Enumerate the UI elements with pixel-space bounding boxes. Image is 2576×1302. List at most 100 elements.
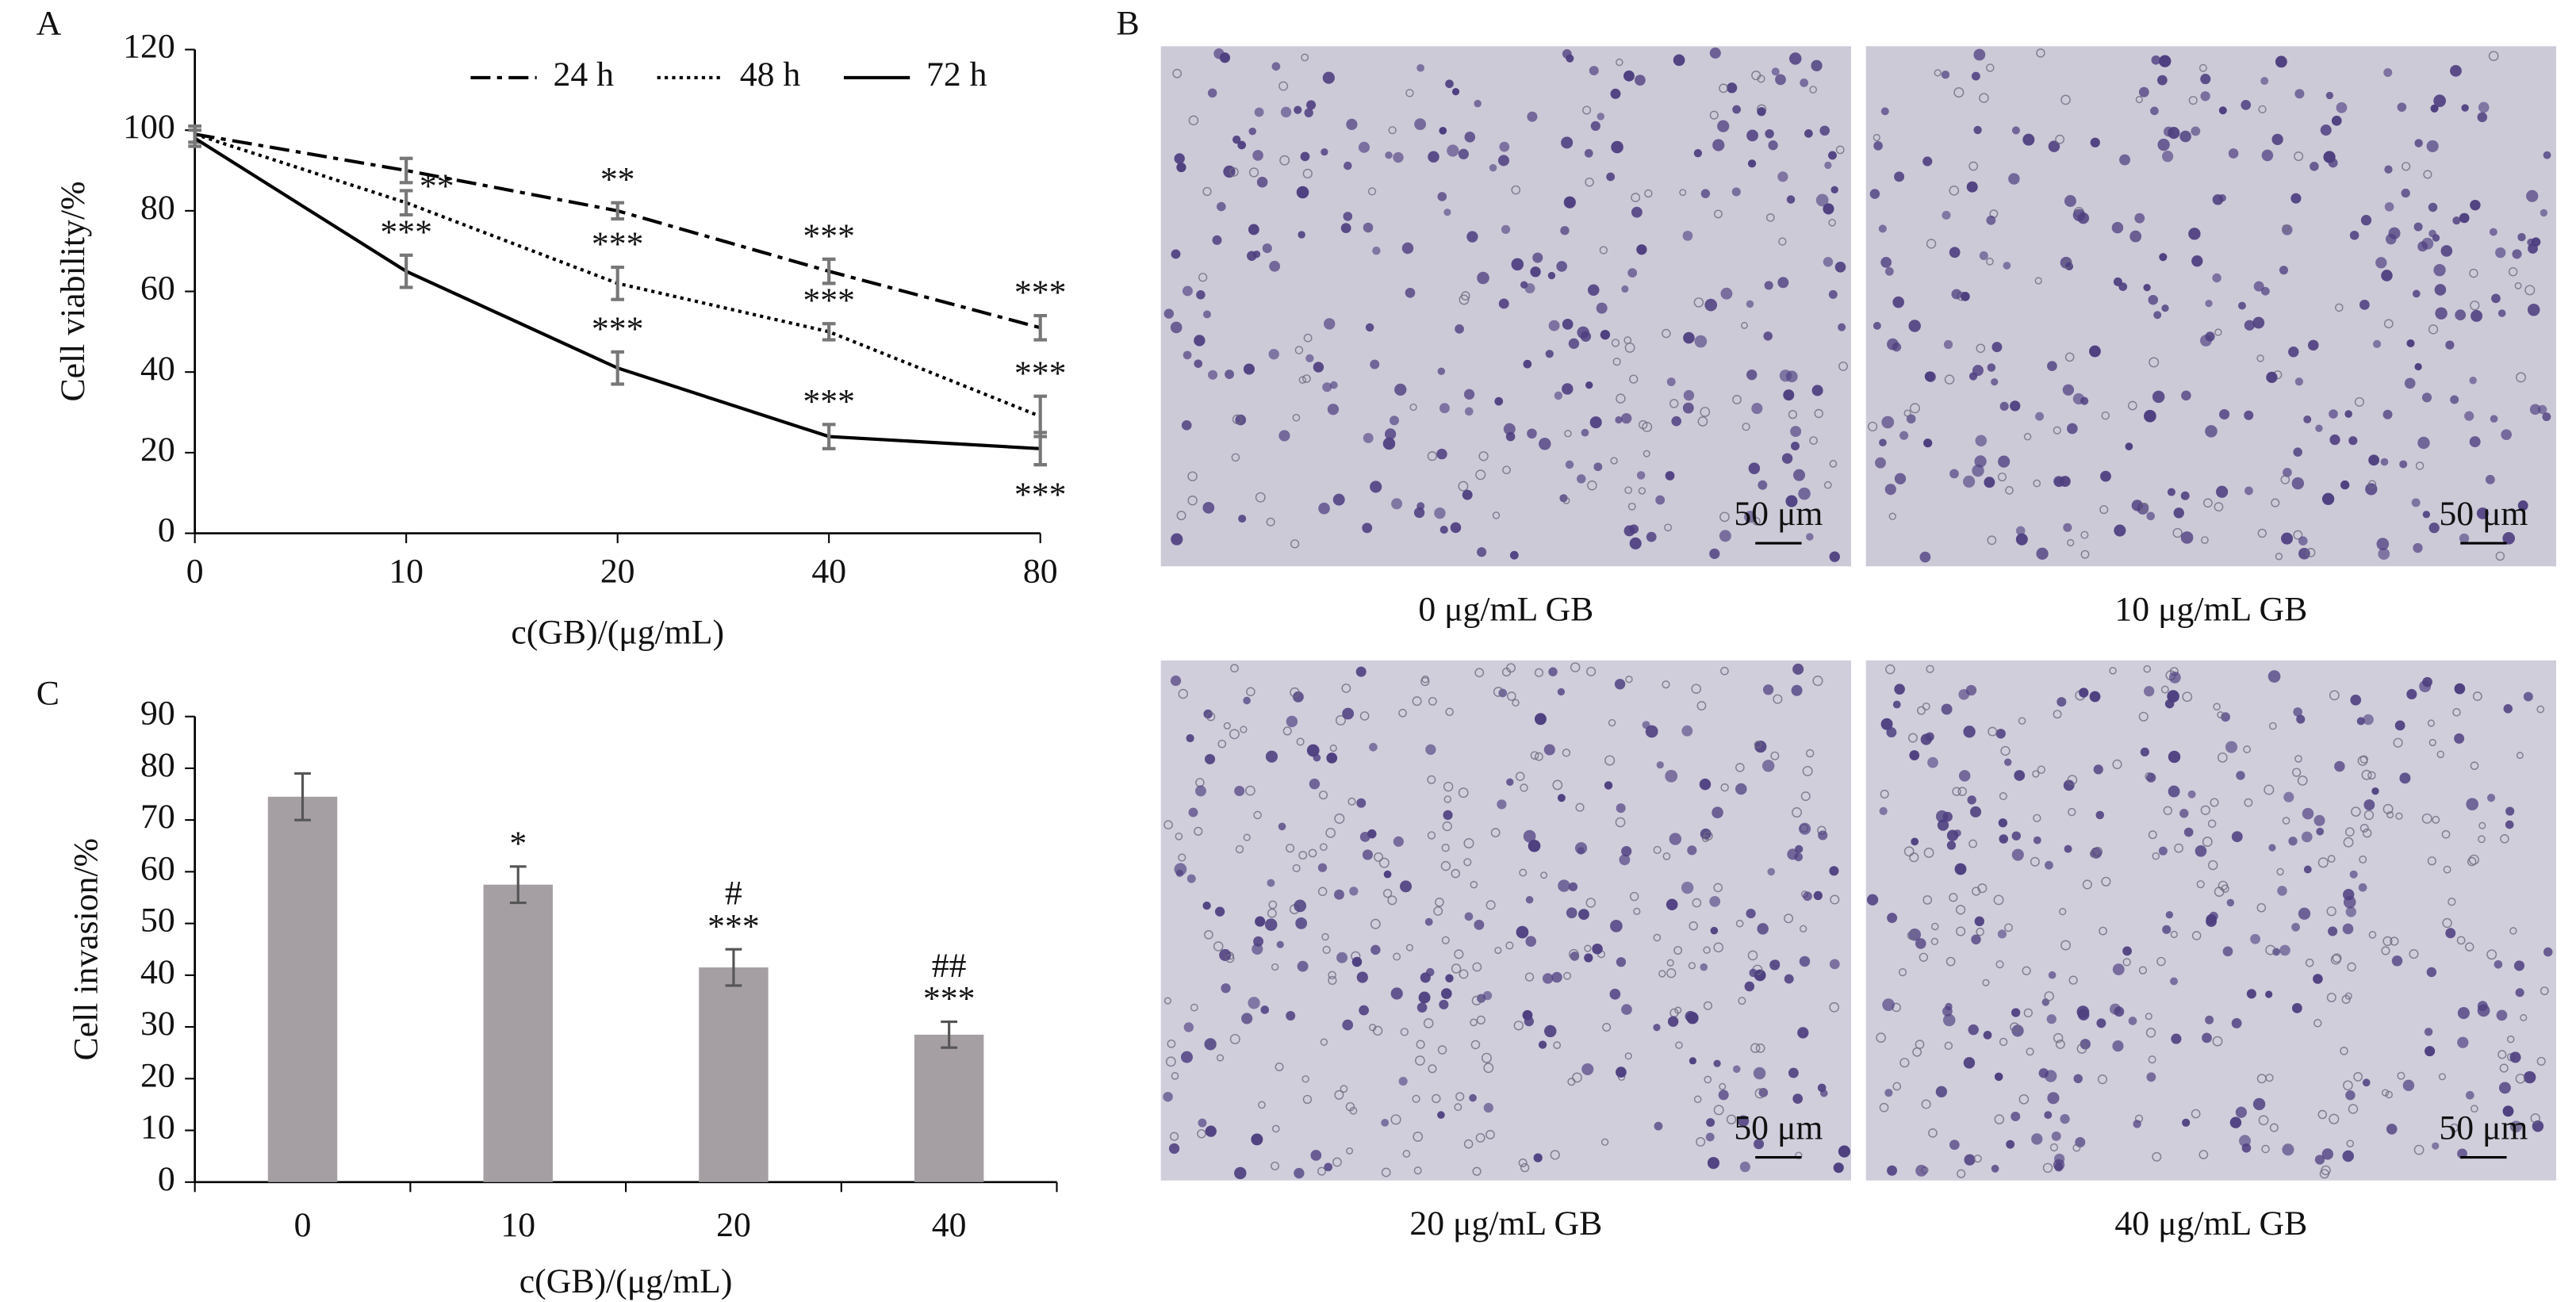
cell (1171, 533, 1183, 546)
cell (2261, 149, 2274, 162)
cell (1400, 1028, 1409, 1036)
cell (2018, 717, 2026, 725)
cell (2320, 124, 2332, 136)
cell (1308, 848, 1317, 858)
y-tick-label: 40 (140, 350, 175, 388)
cell (1229, 167, 1239, 177)
cell (2478, 821, 2486, 829)
significance: *** (803, 217, 855, 255)
cell (1325, 827, 1336, 838)
cell (1235, 414, 1247, 426)
cell (1755, 1044, 1765, 1053)
cell (2359, 823, 2369, 833)
cell (2305, 958, 2314, 967)
cell (1427, 451, 1437, 461)
cell (2314, 1155, 2325, 1165)
cell (2509, 1122, 2519, 1132)
cell (1703, 1001, 1712, 1010)
cell (1944, 1041, 1953, 1051)
cell (1181, 420, 1192, 431)
cell (1581, 428, 1589, 437)
cell (1746, 908, 1756, 919)
y-axis-label: Cell invasion/% (67, 838, 105, 1061)
cell (1340, 1085, 1348, 1093)
cell (2427, 856, 2436, 866)
cell (2367, 480, 2377, 488)
cell (2540, 986, 2549, 996)
cell (1247, 251, 1257, 261)
cell (1625, 676, 1633, 684)
cell (1243, 833, 1251, 841)
cell (1552, 779, 1563, 791)
cell (1873, 141, 1883, 151)
cell (1405, 287, 1416, 298)
cell (2516, 372, 2526, 383)
cell (2428, 202, 2438, 213)
cell (1915, 1164, 1928, 1177)
cell (1436, 448, 1447, 460)
cell (1954, 863, 1967, 875)
cell (1974, 916, 1985, 927)
cell (1775, 74, 1786, 86)
cell (1506, 778, 1514, 787)
cell (1593, 462, 1603, 472)
cell (2099, 505, 2109, 515)
cell (1322, 71, 1335, 84)
cell (1443, 209, 1451, 216)
cell (2137, 503, 2149, 515)
cell (1991, 1164, 1999, 1173)
cell (1483, 1063, 1494, 1074)
cell (1922, 895, 1933, 905)
cell (1540, 871, 1548, 879)
cell (1501, 224, 1511, 235)
cell (2296, 714, 2306, 724)
cell (2167, 488, 2175, 496)
cell (1318, 791, 1328, 800)
cell (2182, 1118, 2191, 1128)
cell (1737, 1115, 1750, 1127)
cell (1290, 539, 1300, 549)
cell (2383, 319, 2394, 329)
cell (1970, 806, 1982, 818)
cell (1202, 901, 1211, 910)
cell (1578, 909, 1589, 921)
cell (2181, 390, 2191, 401)
cell (1439, 126, 1447, 135)
cell (1805, 749, 1815, 758)
cell (1610, 919, 1623, 932)
cell (2111, 221, 2124, 234)
cell (2256, 354, 2264, 362)
cell (2032, 770, 2040, 778)
cell (2099, 926, 2107, 936)
cell (1494, 946, 1502, 955)
cell (2127, 400, 2137, 411)
cell (2513, 960, 2525, 971)
cell (1802, 765, 1813, 776)
cell (2055, 1040, 2065, 1049)
cell (2060, 940, 2071, 951)
cell (1294, 346, 1304, 354)
cell (1606, 172, 1616, 182)
cell (2067, 538, 2075, 547)
cell (1887, 338, 1899, 350)
cell (1271, 1161, 1279, 1170)
cell (1335, 714, 1346, 726)
cell (2470, 199, 2481, 211)
cell (2152, 1151, 2162, 1162)
cell (1451, 963, 1462, 974)
cell (1359, 711, 1370, 721)
cell (1700, 407, 1711, 417)
cell (1499, 141, 1510, 152)
cell (2536, 705, 2545, 714)
cell (1699, 778, 1712, 791)
cell (1187, 471, 1198, 482)
significance: *** (592, 225, 644, 263)
cell (1445, 707, 1454, 716)
cell (1662, 680, 1670, 689)
cell (1815, 193, 1829, 207)
cell (1370, 359, 1380, 370)
cell (1894, 473, 1907, 484)
cell (2161, 151, 2174, 163)
cell (2293, 707, 2302, 717)
cell (1666, 959, 1674, 967)
